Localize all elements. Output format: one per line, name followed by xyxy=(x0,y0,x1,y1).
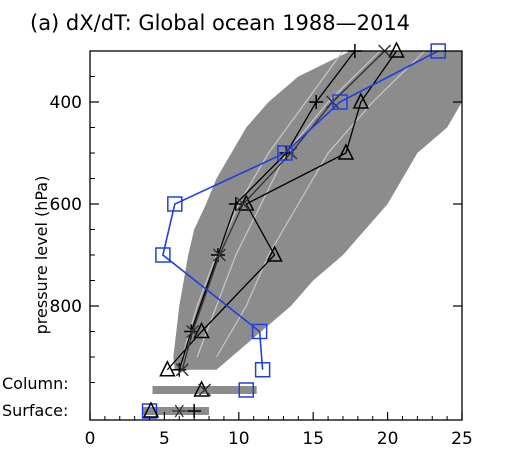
x-tick-label: 15 xyxy=(302,429,324,449)
y-tick-label: 400 xyxy=(50,93,82,113)
spread-inner-line xyxy=(215,50,426,358)
x-tick-label: 20 xyxy=(377,429,399,449)
data-point-plus xyxy=(309,95,324,109)
x-tick-label: 10 xyxy=(228,429,250,449)
data-point-triangle xyxy=(193,321,210,339)
data-point-square xyxy=(251,323,268,340)
data-point-triangle xyxy=(352,92,370,109)
x-tick-label: 5 xyxy=(159,429,170,449)
data-point-triangle xyxy=(159,360,176,377)
data-point-square xyxy=(332,94,348,110)
data-point-cross xyxy=(236,197,250,211)
data-point-square xyxy=(254,362,271,378)
y-tick-label: 800 xyxy=(50,297,82,317)
data-point-cross xyxy=(175,363,189,377)
data-point-triangle xyxy=(388,41,405,58)
axis-layer: 0 5 10 15 20 25 400 600 800 xyxy=(50,50,473,449)
data-point-square xyxy=(155,247,171,263)
surface-marker-plus xyxy=(187,404,202,418)
series-layer xyxy=(141,41,446,419)
data-point-square xyxy=(277,145,293,161)
data-point-triangle xyxy=(337,143,355,160)
data-point-square xyxy=(167,196,183,212)
data-point-plus xyxy=(228,197,243,211)
surface-row-label: Surface: xyxy=(2,401,68,420)
series-line-triangle xyxy=(166,50,398,371)
spread-inner-line xyxy=(196,50,381,358)
column-marker-cross xyxy=(198,383,212,397)
data-point-cross xyxy=(186,324,200,339)
surface-marker-triangle xyxy=(142,401,160,418)
column-row-label: Column: xyxy=(2,374,69,393)
plot-area: 0 5 10 15 20 25 400 600 800 xyxy=(50,41,473,449)
data-point-cross xyxy=(284,146,298,160)
series-line-square xyxy=(162,50,439,370)
data-point-triangle xyxy=(266,245,283,262)
data-point-cross xyxy=(212,248,226,262)
y-axis-label: pressure level (hPa) xyxy=(32,176,51,335)
spread-band xyxy=(173,51,462,370)
column-marker-square xyxy=(238,382,254,398)
y-tick-label: 600 xyxy=(50,195,82,215)
data-point-plus xyxy=(172,362,187,377)
spread-layer xyxy=(142,50,462,415)
plot-frame xyxy=(89,50,463,421)
surface-marker-asterisk xyxy=(172,404,187,418)
chart-title: (a) dX/dT: Global ocean 1988—2014 xyxy=(30,11,410,35)
x-tick-label: 25 xyxy=(451,429,473,449)
x-tick-label: 0 xyxy=(85,429,96,449)
